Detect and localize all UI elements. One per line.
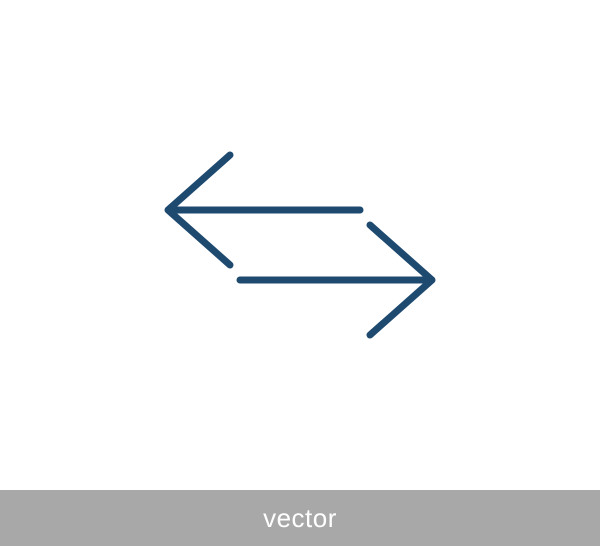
footer-bar: vector <box>0 490 600 546</box>
canvas: vector <box>0 0 600 546</box>
footer-label: vector <box>263 503 337 534</box>
transfer-arrows-icon <box>120 135 480 355</box>
icon-container <box>0 0 600 490</box>
